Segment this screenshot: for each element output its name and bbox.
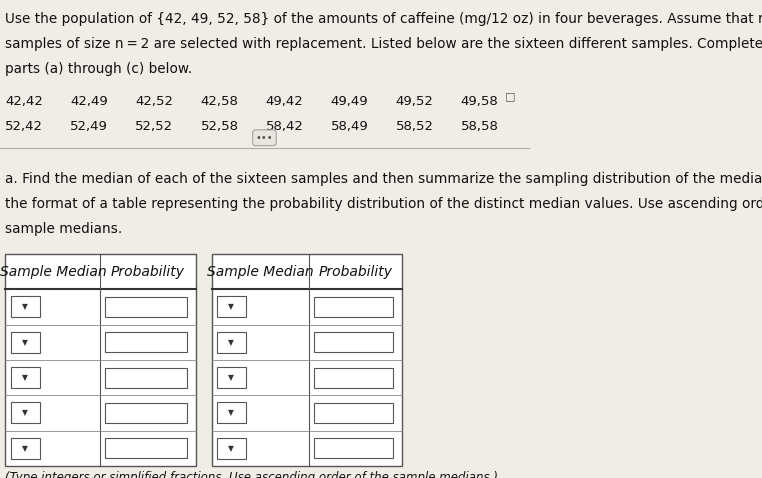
Bar [217,332,246,353]
Text: samples of size n = 2 are selected with replacement. Listed below are the sixtee: samples of size n = 2 are selected with … [5,37,762,51]
Text: 58,42: 58,42 [265,120,303,133]
Text: 49,42: 49,42 [265,95,303,108]
Text: 52,58: 52,58 [200,120,239,133]
Text: 42,52: 42,52 [136,95,174,108]
Text: 49,52: 49,52 [395,95,434,108]
Bar [217,402,246,424]
Bar [314,368,393,388]
Bar [11,438,40,459]
Text: Use the population of {42, 49, 52, 58} of the amounts of caffeine (mg/12 oz) in : Use the population of {42, 49, 52, 58} o… [5,12,762,26]
Bar [314,332,393,352]
Bar [217,296,246,317]
Text: ▼: ▼ [22,373,28,382]
Text: 42,49: 42,49 [70,95,108,108]
Text: ▼: ▼ [22,408,28,417]
Bar [314,297,393,317]
Text: ▼: ▼ [22,303,28,311]
Bar [11,332,40,353]
Text: 52,49: 52,49 [70,120,108,133]
Bar [104,368,187,388]
Bar [217,367,246,388]
Text: ▼: ▼ [229,444,235,453]
Text: 49,58: 49,58 [461,95,498,108]
Text: ▼: ▼ [229,408,235,417]
Text: a. Find the median of each of the sixteen samples and then summarize the samplin: a. Find the median of each of the sixtee… [5,172,762,186]
Text: ▼: ▼ [22,444,28,453]
Text: ▼: ▼ [229,303,235,311]
Bar [314,438,393,458]
Bar [104,438,187,458]
Text: (Type integers or simplified fractions. Use ascending order of the sample median: (Type integers or simplified fractions. … [5,471,498,478]
Text: ▼: ▼ [229,338,235,347]
Text: •••: ••• [255,133,274,143]
Bar [11,367,40,388]
Text: the format of a table representing the probability distribution of the distinct : the format of a table representing the p… [5,197,762,211]
Text: 42,42: 42,42 [5,95,43,108]
Text: Sample Median: Sample Median [0,264,106,279]
Text: Sample Median: Sample Median [207,264,314,279]
Bar [11,296,40,317]
Bar [104,297,187,317]
Text: 49,49: 49,49 [331,95,368,108]
Bar [104,332,187,352]
Bar [104,403,187,423]
Text: ▼: ▼ [229,373,235,382]
Bar [314,403,393,423]
Bar [11,402,40,424]
Text: 58,58: 58,58 [461,120,498,133]
Text: □: □ [505,91,516,101]
Text: 58,52: 58,52 [395,120,434,133]
Bar [217,438,246,459]
Text: 52,52: 52,52 [136,120,174,133]
Bar [212,254,402,466]
Text: Probability: Probability [319,264,392,279]
Bar [5,254,196,466]
Text: parts (a) through (c) below.: parts (a) through (c) below. [5,62,193,76]
Text: sample medians.: sample medians. [5,222,123,236]
Text: ▼: ▼ [22,338,28,347]
Text: 42,58: 42,58 [200,95,239,108]
Text: 58,49: 58,49 [331,120,368,133]
Text: Probability: Probability [111,264,185,279]
Text: 52,42: 52,42 [5,120,43,133]
